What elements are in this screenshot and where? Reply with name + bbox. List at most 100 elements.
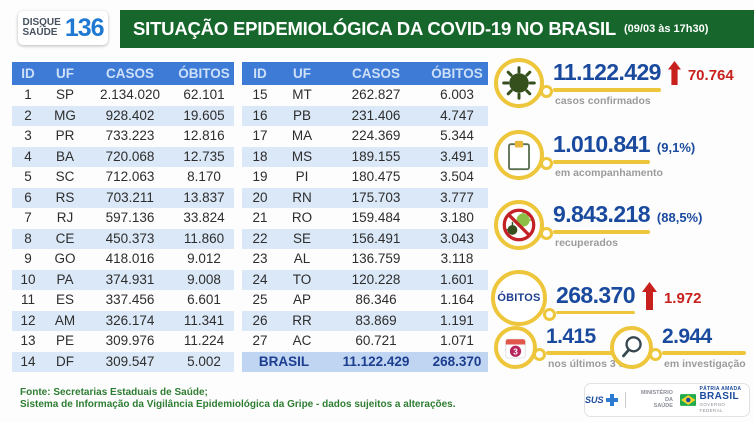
- cell-obitos: 12.735: [183, 148, 225, 164]
- total-row: BRASIL 11.122.429 268.370: [242, 351, 488, 372]
- cell-id: 20: [252, 189, 268, 205]
- table-row: 20 RN 175.703 3.777: [242, 187, 488, 208]
- table-row: 19 PI 180.475 3.504: [242, 167, 488, 188]
- cell-casos: 156.491: [351, 230, 401, 246]
- cell-casos: 597.136: [105, 210, 155, 225]
- cell-casos: 733.223: [105, 128, 155, 143]
- page-title: SITUAÇÃO EPIDEMIOLÓGICA DA COVID-19 NO B…: [133, 18, 616, 39]
- ministry-logo: MINISTÉRIO DA SAÚDE: [632, 390, 673, 410]
- cell-casos: 703.211: [106, 189, 154, 205]
- cell-id: 23: [252, 251, 268, 266]
- cell-casos: 720.068: [105, 148, 155, 164]
- cell-casos: 450.373: [105, 230, 155, 246]
- no-virus-icon: [494, 200, 544, 250]
- cell-obitos: 4.747: [440, 107, 474, 123]
- cell-id: 2: [24, 107, 32, 123]
- cell-uf: AL: [293, 251, 311, 266]
- cell-uf: RR: [292, 312, 312, 328]
- cell-id: 4: [24, 148, 32, 164]
- cell-uf: DF: [56, 353, 74, 369]
- cell-obitos: 13.837: [183, 189, 225, 205]
- table-row: 15 MT 262.827 6.003: [242, 85, 488, 106]
- yellow-underline: [540, 227, 650, 241]
- cell-casos: 2.134.020: [99, 87, 161, 102]
- calendar-badge: 3: [513, 347, 518, 356]
- cell-uf: GO: [54, 251, 76, 266]
- cell-uf: ES: [55, 292, 74, 307]
- ministry-line2: SAÚDE: [653, 403, 673, 410]
- cell-id: 9: [24, 251, 32, 266]
- up-arrow-icon: [667, 61, 681, 90]
- stat-recuperados: 9.843.218 (88,5%) recuperados: [494, 200, 702, 250]
- table-row: 25 AP 86.346 1.164: [242, 290, 488, 311]
- monitoring-value: 1.010.841: [553, 131, 651, 158]
- total-label: BRASIL: [258, 353, 310, 369]
- table-row: 8 CE 450.373 11.860: [12, 228, 234, 249]
- cell-obitos: 33.824: [183, 210, 225, 225]
- cell-id: 21: [252, 210, 268, 225]
- cell-id: 25: [252, 292, 268, 307]
- source-line2: Sistema de Informação da Vigilância Epid…: [20, 398, 456, 410]
- table-row: 1 SP 2.134.020 62.101: [12, 85, 234, 106]
- sus-logo: SUS: [585, 394, 618, 406]
- table-row: 5 SC 712.063 8.170: [12, 167, 234, 188]
- cell-casos: 83.869: [355, 312, 397, 328]
- brazil-flag-icon: [679, 394, 697, 406]
- cell-id: 6: [24, 189, 32, 205]
- cell-uf: PR: [55, 128, 75, 143]
- source-line1: Fonte: Secretarias Estaduais de Saúde;: [20, 387, 208, 398]
- cell-uf: MG: [54, 107, 76, 123]
- title-timestamp: (09/03 às 17h30): [624, 23, 709, 35]
- yellow-underline: [649, 348, 746, 361]
- cell-casos: 175.703: [351, 189, 401, 205]
- yellow-underline: [540, 85, 661, 99]
- disque-saude-text: DISQUE SAÚDE: [22, 18, 60, 38]
- ranking-table-left: ID UF CASOS ÓBITOS 1 SP 2.134.020 62.101 2 MG 928.…: [12, 62, 234, 372]
- cell-obitos: 3.118: [440, 251, 474, 266]
- cell-id: 5: [24, 169, 32, 184]
- cell-obitos: 1.071: [440, 333, 474, 348]
- cell-id: 26: [252, 312, 268, 328]
- table-row: 6 RS 703.211 13.837: [12, 187, 234, 208]
- logo-line2: SAÚDE: [22, 27, 58, 38]
- obitos-ring-label: ÓBITOS: [497, 292, 541, 304]
- deaths-delta: 1.972: [663, 289, 702, 307]
- last3days-value: 1.415: [546, 325, 596, 348]
- cell-id: 8: [24, 230, 32, 246]
- cell-casos: 159.484: [351, 210, 401, 225]
- magnifier-icon: [610, 325, 653, 369]
- table-row: 23 AL 136.759 3.118: [242, 249, 488, 270]
- cell-id: 22: [252, 230, 268, 246]
- table-row: 24 TO 120.228 1.601: [242, 269, 488, 290]
- total-obitos: 268.370: [432, 353, 482, 369]
- cell-id: 16: [252, 107, 268, 123]
- cell-casos: 231.406: [351, 107, 401, 123]
- brasil-sub-text: GOVERNO FEDERAL: [699, 402, 726, 413]
- brasil-top-text: PÁTRIA AMADA: [699, 386, 742, 392]
- table-row: 21 RO 159.484 3.180: [242, 208, 488, 229]
- cell-id: 11: [20, 292, 35, 307]
- deaths-value: 268.370: [556, 281, 636, 308]
- stat-em-investigacao: 2.944 em investigação: [610, 325, 746, 370]
- cell-obitos: 8.170: [187, 169, 221, 184]
- cell-id: 19: [252, 169, 268, 184]
- clipboard-icon: [494, 130, 544, 180]
- cell-uf: AM: [54, 312, 76, 328]
- cell-obitos: 11.860: [183, 230, 225, 246]
- table-row: 14 DF 309.547 5.002: [12, 351, 234, 372]
- table-row: 22 SE 156.491 3.043: [242, 228, 488, 249]
- cell-obitos: 3.180: [440, 210, 474, 225]
- table-row: 3 PR 733.223 12.816: [12, 126, 234, 147]
- cell-uf: SC: [55, 169, 75, 184]
- cell-uf: PB: [292, 107, 311, 123]
- cell-id: 14: [20, 353, 36, 369]
- cell-id: 3: [24, 128, 32, 143]
- cell-casos: 189.155: [351, 148, 401, 164]
- column-header: CASOS: [86, 62, 174, 85]
- brasil-logo: PÁTRIA AMADA BRASIL GOVERNO FEDERAL: [679, 386, 749, 414]
- cell-id: 13: [20, 333, 36, 348]
- cell-casos: 224.369: [351, 128, 401, 143]
- ranking-table-right: ID UF CASOS ÓBITOS 15 MT 262.827 6.003 16 PB 231.4…: [242, 62, 488, 372]
- stat-obitos: ÓBITOS 268.370 1.972: [491, 270, 702, 326]
- cell-obitos: 1.191: [440, 312, 474, 328]
